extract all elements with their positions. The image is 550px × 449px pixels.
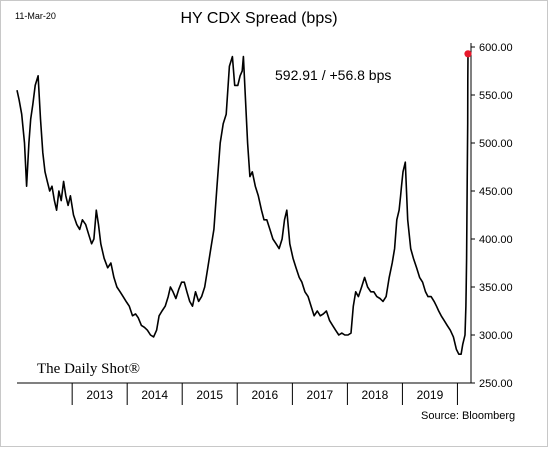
x-axis: 2013 2014 2015 2016 2017 2018 2019: [17, 382, 471, 405]
x-tick-label: 2014: [141, 388, 168, 402]
series-line-hy-cdx: [16, 53, 469, 355]
y-tick-label: 450.00: [479, 186, 513, 198]
y-tick-label: 250.00: [479, 378, 513, 390]
x-tick-label: 2015: [196, 388, 223, 402]
daily-shot-watermark: The Daily Shot®: [37, 361, 140, 377]
x-tick-label: 2016: [251, 388, 278, 402]
x-tick-label: 2017: [307, 388, 334, 402]
date-stamp: 11-Mar-20: [15, 11, 56, 21]
x-tick-label: 2013: [86, 388, 113, 402]
y-tick-label: 400.00: [479, 234, 513, 246]
y-tick-label: 600.00: [479, 42, 513, 54]
y-axis: 600.00 550.00 500.00 450.00 400.00 350.00 300.…: [470, 42, 513, 390]
y-tick-label: 550.00: [479, 90, 513, 102]
y-tick-label: 300.00: [479, 330, 513, 342]
x-tick-label: 2018: [362, 388, 389, 402]
chart-title: HY CDX Spread (bps): [180, 10, 337, 27]
y-tick-label: 500.00: [479, 138, 513, 150]
last-value-annotation: 592.91 / +56.8 bps: [275, 67, 391, 83]
last-point-marker: [464, 50, 472, 58]
x-tick-label: 2019: [417, 388, 444, 402]
y-tick-label: 350.00: [479, 282, 513, 294]
source-note: Source: Bloomberg: [421, 410, 515, 422]
